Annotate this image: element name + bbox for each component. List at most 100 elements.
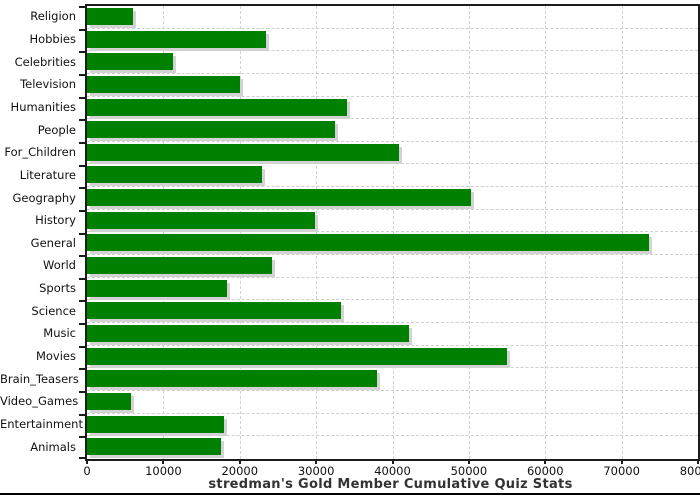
bar-geography <box>87 189 472 207</box>
bottom-divider <box>0 493 700 495</box>
y-axis-tick <box>79 187 85 190</box>
bar-row-people <box>87 119 698 142</box>
y-axis-tick <box>79 6 85 8</box>
y-axis-tick <box>79 73 85 76</box>
y-axis-label-animals: Animals <box>30 439 76 454</box>
bar-hobbies <box>87 30 267 48</box>
x-axis-tick-label: 40000 <box>374 464 411 478</box>
bar-music <box>87 324 409 342</box>
bar-brain_teasers <box>87 370 378 388</box>
bar-row-hobbies <box>87 29 698 52</box>
y-axis-tick <box>79 141 85 144</box>
bar-row-geography <box>87 187 698 210</box>
bar-row-music <box>87 323 698 346</box>
y-axis-label-world: World <box>43 258 76 273</box>
x-axis-tick-label: 50000 <box>450 464 488 478</box>
x-axis-tick-label: 80000 <box>679 464 700 478</box>
y-axis-tick <box>79 436 85 439</box>
bar-science <box>87 302 341 320</box>
y-axis-label-television: Television <box>20 77 76 92</box>
y-axis-label-celebrities: Celebrities <box>14 54 76 69</box>
y-axis-label-music: Music <box>43 326 76 341</box>
x-axis-tick-label: 0 <box>83 464 91 478</box>
bar-row-sports <box>87 278 698 301</box>
bar-literature <box>87 166 262 184</box>
vertical-gridline <box>316 6 318 459</box>
y-axis-tick <box>79 368 85 371</box>
vertical-gridline <box>621 6 623 459</box>
y-axis-label-religion: Religion <box>30 9 76 24</box>
bar-history <box>87 211 315 229</box>
y-axis-label-sports: Sports <box>39 281 76 296</box>
x-axis-tick <box>238 459 241 464</box>
bar-row-movies <box>87 346 698 369</box>
x-axis-tick-label: 10000 <box>145 464 182 478</box>
y-axis-tick <box>79 119 85 122</box>
x-axis-tick <box>467 459 470 464</box>
x-axis-tick-label: 20000 <box>221 464 259 478</box>
bar-humanities <box>87 98 347 116</box>
bar-general <box>87 234 650 252</box>
bar-row-video_games <box>87 391 698 414</box>
y-axis-label-science: Science <box>31 303 76 318</box>
bar-world <box>87 257 272 275</box>
y-axis-label-brain_teasers: Brain_Teasers <box>0 371 79 386</box>
y-axis-tick <box>79 96 85 99</box>
x-axis-tick-label: 70000 <box>603 464 640 478</box>
bar-celebrities <box>87 53 173 71</box>
bar-movies <box>87 347 508 365</box>
y-axis-label-geography: Geography <box>12 190 77 205</box>
y-axis-tick <box>79 457 85 459</box>
chart-title: stredman's Gold Member Cumulative Quiz S… <box>208 477 573 492</box>
y-axis-tick <box>79 28 85 31</box>
y-axis-label-literature: Literature <box>19 167 76 182</box>
vertical-gridline <box>392 6 394 459</box>
bar-row-general <box>87 232 698 256</box>
bar-religion <box>87 8 133 25</box>
bar-entertainment <box>87 415 224 433</box>
bar-video_games <box>87 392 132 410</box>
x-axis-tick <box>697 459 699 464</box>
bar-television <box>87 75 240 93</box>
bar-row-celebrities <box>87 51 698 74</box>
vertical-gridline <box>163 6 165 459</box>
x-axis-tick <box>544 459 547 464</box>
bar-row-brain_teasers <box>87 368 698 391</box>
bar-row-television <box>87 74 698 97</box>
bar-people <box>87 121 336 139</box>
y-axis-tick <box>79 51 85 54</box>
vertical-gridline <box>468 6 470 459</box>
x-axis-tick <box>162 459 165 464</box>
y-axis-label-entertainment: Entertainment <box>0 417 83 432</box>
y-axis-tick <box>79 164 85 167</box>
bar-row-for_children <box>87 142 698 165</box>
x-axis-tick <box>620 459 623 464</box>
y-axis-tick <box>79 413 85 416</box>
bar-row-entertainment <box>87 414 698 437</box>
vertical-gridline <box>239 6 241 459</box>
bar-row-world <box>87 255 698 278</box>
y-axis-label-hobbies: Hobbies <box>29 31 76 46</box>
y-axis-tick <box>79 232 85 235</box>
y-axis-label-people: People <box>37 122 76 137</box>
x-axis-tick <box>391 459 394 464</box>
bar-for_children <box>87 143 399 161</box>
plot-area <box>79 4 700 461</box>
y-axis-tick <box>79 255 85 258</box>
bar-row-science <box>87 300 698 323</box>
x-axis-tick <box>86 459 88 464</box>
y-axis-label-video_games: Video_Games <box>0 394 79 409</box>
bar-row-literature <box>87 164 698 188</box>
x-axis-tick <box>315 459 318 464</box>
y-axis-tick <box>79 209 85 212</box>
y-axis-label-movies: Movies <box>35 349 76 364</box>
bar-row-religion <box>87 6 698 29</box>
bar-row-history <box>87 210 698 233</box>
y-axis-tick <box>79 300 85 303</box>
y-axis-tick <box>79 391 85 394</box>
vertical-gridline <box>545 6 547 459</box>
bar-row-humanities <box>87 97 698 120</box>
y-axis-label-general: General <box>30 235 76 250</box>
bar-row-animals <box>87 436 698 459</box>
